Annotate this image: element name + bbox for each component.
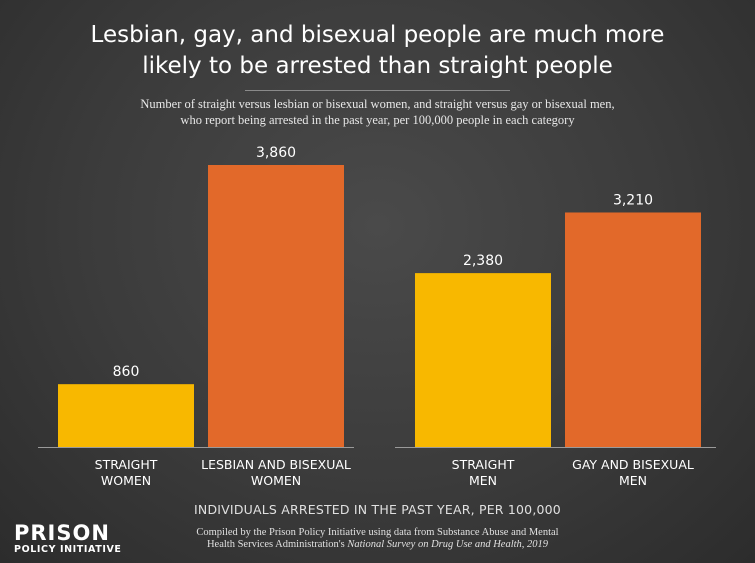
category-label-2-line-1: LESBIAN AND BISEXUAL	[201, 457, 351, 472]
source-note: Compiled by the Prison Policy Initiative…	[130, 527, 625, 551]
chart-title: Lesbian, gay, and bisexual people are mu…	[90, 22, 665, 79]
source-line-2-text: Health Services Administration's	[206, 539, 348, 550]
chart-subtitle: Number of straight versus lesbian or bis…	[140, 97, 615, 127]
source-line-1: Compiled by the Prison Policy Initiative…	[196, 527, 559, 538]
logo-subtitle: POLICY INITIATIVE	[14, 544, 122, 555]
prison-policy-initiative-logo: PRISON POLICY INITIATIVE	[14, 522, 122, 556]
category-label-2-line-2: WOMEN	[251, 473, 301, 488]
category-label-1-line-2: WOMEN	[101, 473, 151, 488]
data-label-4: 3,210	[613, 192, 653, 208]
x-axis-title: INDIVIDUALS ARRESTED IN THE PAST YEAR, P…	[194, 502, 561, 517]
category-label-4-line-2: MEN	[619, 473, 647, 488]
data-label-1: 860	[113, 364, 140, 380]
category-label-3-line-2: MEN	[469, 473, 497, 488]
bar-1	[58, 384, 194, 447]
bar-3	[415, 273, 551, 447]
bar-4	[565, 212, 701, 447]
data-label-3: 2,380	[463, 253, 503, 269]
category-label-1-line-1: STRAIGHT	[95, 457, 158, 472]
source-survey-name: National Survey on Drug Use and Health, …	[347, 539, 549, 550]
logo-wordmark: PRISON	[14, 521, 110, 545]
data-label-2: 3,860	[256, 145, 296, 161]
category-label-3-line-1: STRAIGHT	[452, 457, 515, 472]
category-label-4-line-1: GAY AND BISEXUAL	[572, 457, 694, 472]
bar-2	[208, 165, 344, 447]
title-divider	[245, 90, 510, 91]
source-line-2: Health Services Administration's Nationa…	[130, 539, 625, 551]
